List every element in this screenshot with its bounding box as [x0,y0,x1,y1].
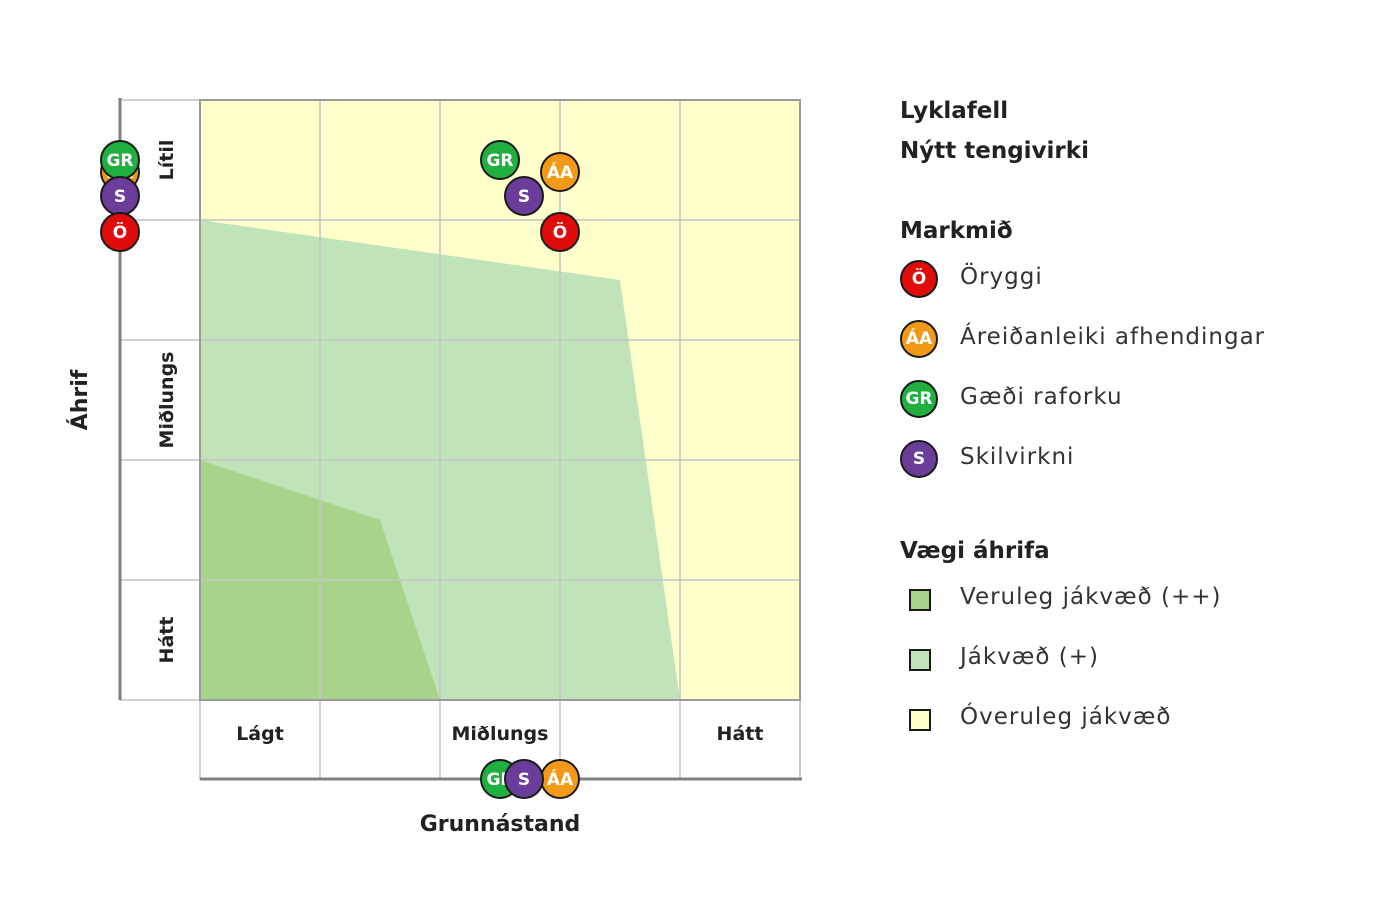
goals-heading: Markmið [900,218,1013,244]
x-axis-marker-S: S [504,759,544,799]
tick-labels: Lágt Miðlungs Hátt Lítil Miðlungs Hátt [156,140,763,745]
badge-circle [540,212,580,252]
legend-item-areidanleiki: ÁA Áreiðanleiki afhendingar [900,320,1380,364]
badge-label: S [518,770,530,790]
y-axis-title: Áhrif [67,369,93,430]
x-axis-marker-ÁA: ÁA [540,759,580,799]
legend-subtitle: Nýtt tengivirki [900,138,1089,164]
legend-panel: Lyklafell Nýtt tengivirki Markmið Ö Öryg… [900,0,1380,900]
legend-item-overuleg: Óveruleg jákvæð [900,700,1380,744]
badge-label: S [518,187,530,207]
plot-frame [199,99,801,701]
impact-heading: Vægi áhrifa [900,538,1050,564]
veruleg-swatch-icon [909,589,931,611]
axis-markers: ÁAGRSÖGRÁAS [100,140,580,799]
badge-circle [504,759,544,799]
badge-circle [100,212,140,252]
legend-item-label: Jákvæð (+) [960,644,1099,670]
impact-matrix-chart: Lágt Miðlungs Hátt Lítil Miðlungs Hátt Grunná… [67,98,802,837]
gaedi-raforku-badge-icon: GR [900,380,938,418]
y-tick-label: Lítil [156,140,178,181]
x-axis-title: Grunnástand [420,812,581,837]
badge-label: Ö [553,221,567,243]
skilvirkni-badge-icon: S [900,440,938,478]
data-point-ÁA: ÁA [540,152,580,192]
legend-item-label: Óveruleg jákvæð [960,704,1172,730]
y-tick-label: Hátt [156,617,178,664]
badge-label: S [114,187,126,207]
areidanleiki-badge-icon: ÁA [900,320,938,358]
x-tick-label: Lágt [236,723,284,745]
y-axis-marker-S: S [100,176,140,216]
badge-label: Ö [113,221,127,243]
jakvaed-swatch-icon [909,649,931,671]
data-point-S: S [504,176,544,216]
x-tick-label: Miðlungs [452,723,549,745]
legend-item-label: Skilvirkni [960,444,1075,470]
y-tick-label: Miðlungs [156,352,178,449]
badge-circle [480,140,520,180]
badge-circle [504,176,544,216]
badge-label: GR [106,151,133,171]
data-points: GR ÁA S Ö [480,140,580,252]
legend-item-jakvaed: Jákvæð (+) [900,640,1380,684]
y-axis-marker-Ö: Ö [100,212,140,252]
legend-title: Lyklafell [900,98,1009,124]
badge-label: ÁA [547,161,574,183]
data-point-Ö: Ö [540,212,580,252]
oryggi-badge-icon: Ö [900,260,938,298]
legend-item-veruleg: Veruleg jákvæð (++) [900,580,1380,624]
legend-item-gaedi-raforku: GR Gæði raforku [900,380,1380,424]
legend-item-label: Áreiðanleiki afhendingar [960,324,1266,350]
impact-zones [200,100,800,700]
badge-circle [540,152,580,192]
badge-label: ÁA [547,768,574,790]
y-axis-marker-GR: GR [100,140,140,180]
badge-label: GR [486,151,513,171]
legend-item-label: Öryggi [960,264,1043,290]
legend-item-label: Gæði raforku [960,384,1123,410]
legend-item-oryggi: Ö Öryggi [900,260,1380,304]
overuleg-swatch-icon [909,709,931,731]
legend-item-skilvirkni: S Skilvirkni [900,440,1380,484]
legend-item-label: Veruleg jákvæð (++) [960,584,1222,610]
data-point-GR: GR [480,140,520,180]
x-tick-label: Hátt [717,723,764,745]
